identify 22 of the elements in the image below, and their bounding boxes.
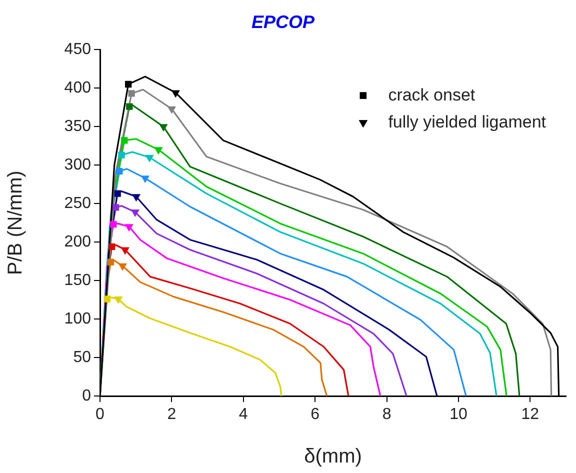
- y-tick-label: 150: [64, 272, 92, 289]
- x-tick-label: 2: [167, 406, 176, 424]
- y-tick-label: 450: [64, 41, 92, 58]
- x-tick-label: 0: [96, 406, 105, 424]
- y-tick-label: 400: [64, 79, 92, 96]
- y-axis-title: P/B (N/mm): [4, 170, 27, 276]
- y-tick-label: 350: [64, 118, 92, 135]
- x-tick-label: 12: [521, 406, 540, 424]
- y-tick-label: 300: [64, 156, 92, 174]
- x-tick-label: 4: [238, 406, 248, 424]
- x-tick-label: 8: [382, 406, 392, 424]
- y-tick-label: 200: [64, 233, 92, 250]
- y-tick-label: 50: [73, 348, 92, 366]
- legend-label: crack onset: [388, 85, 476, 104]
- y-tick-label: 0: [82, 387, 92, 404]
- y-tick-label: 100: [64, 310, 92, 328]
- legend-label: fully yielded ligament: [388, 112, 546, 132]
- x-tick-label: 6: [310, 406, 320, 424]
- y-tick-label: 250: [64, 194, 92, 212]
- chart-title: EPCOP: [251, 12, 316, 32]
- x-axis-title: δ(mm): [304, 446, 362, 468]
- x-tick-label: 10: [450, 406, 468, 424]
